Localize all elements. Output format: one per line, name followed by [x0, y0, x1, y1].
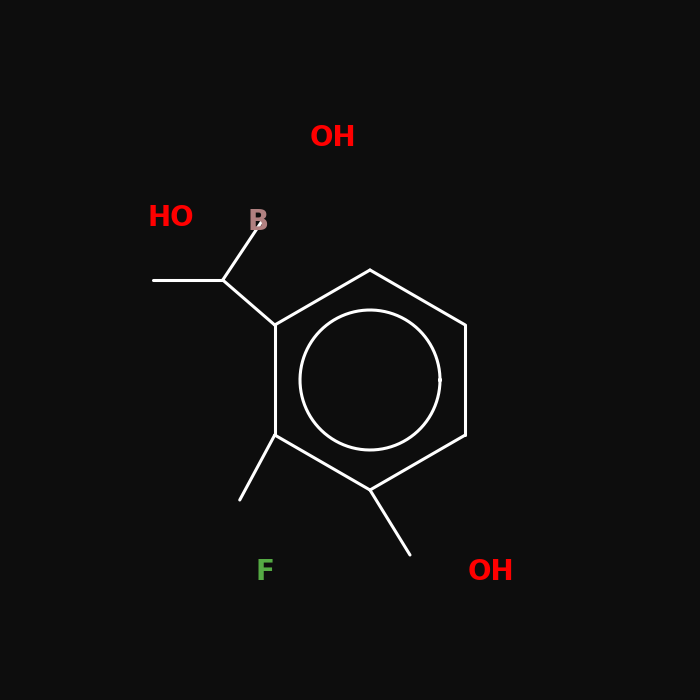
Text: B: B: [247, 208, 268, 236]
Text: F: F: [255, 558, 274, 586]
Text: OH: OH: [468, 558, 514, 586]
Text: HO: HO: [148, 204, 195, 232]
Text: OH: OH: [310, 124, 356, 152]
